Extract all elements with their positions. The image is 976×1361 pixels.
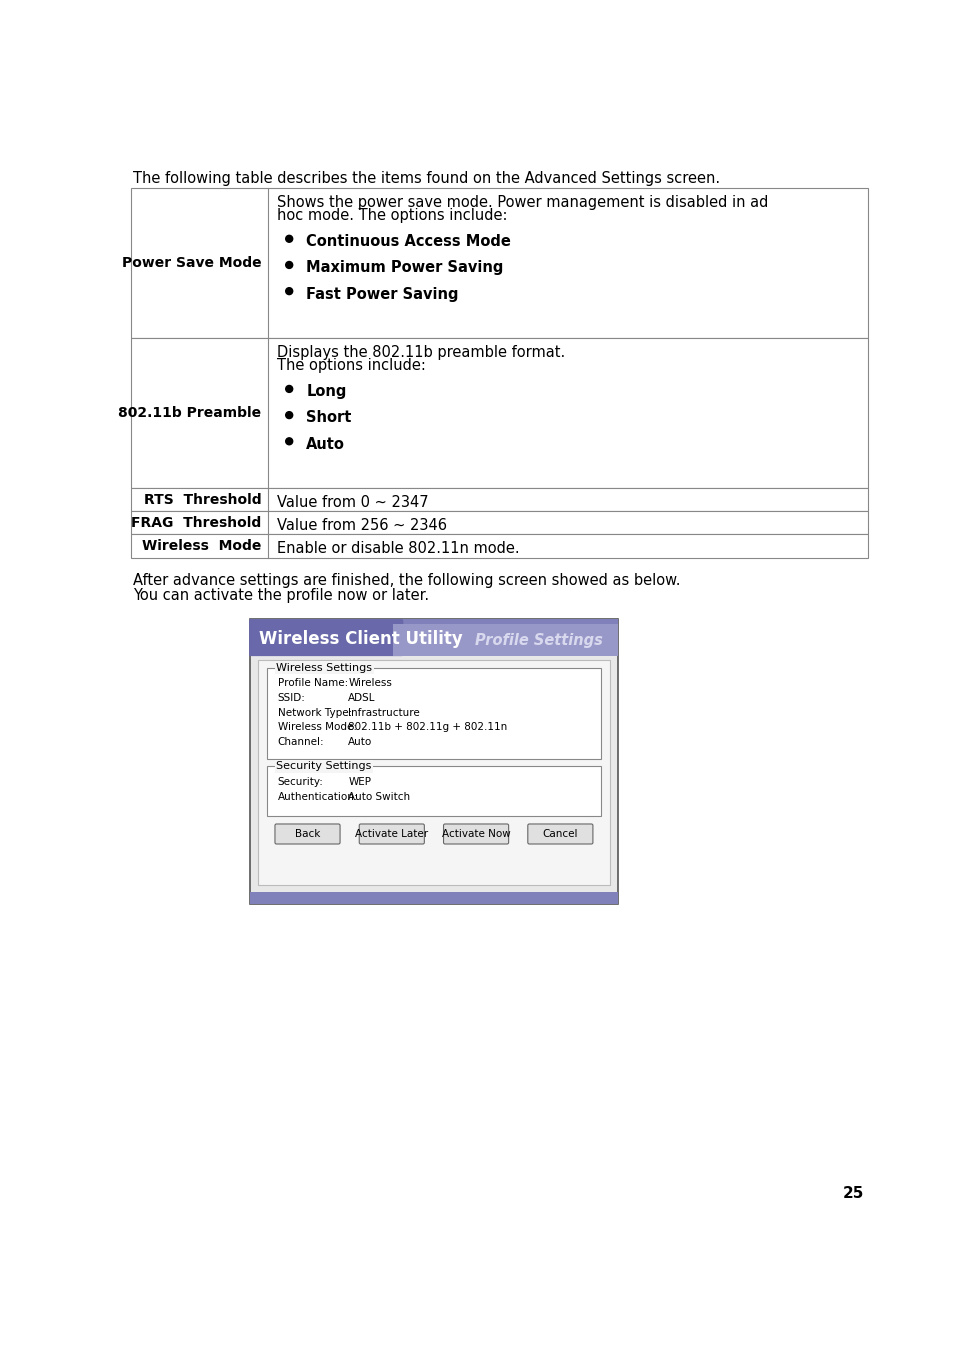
Bar [393, 623, 618, 656]
Circle shape [286, 287, 293, 294]
Bar [250, 619, 618, 904]
Text: Displays the 802.11b preamble format.: Displays the 802.11b preamble format. [277, 346, 565, 361]
Circle shape [286, 438, 293, 445]
Text: hoc mode. The options include:: hoc mode. The options include: [277, 208, 508, 223]
Bar [258, 660, 610, 885]
Text: Channel:: Channel: [278, 736, 324, 747]
Bar [250, 891, 618, 904]
Text: Long: Long [306, 384, 346, 399]
Text: Wireless Settings: Wireless Settings [276, 663, 372, 672]
Text: Short: Short [306, 411, 351, 426]
Text: FRAG  Threshold: FRAG Threshold [131, 516, 262, 529]
Text: Continuous Access Mode: Continuous Access Mode [306, 234, 511, 249]
Circle shape [286, 235, 293, 242]
Bar [132, 512, 868, 535]
Text: Power Save Mode: Power Save Mode [122, 256, 262, 269]
Text: Shows the power save mode. Power management is disabled in ad: Shows the power save mode. Power managem… [277, 195, 768, 210]
Text: The options include:: The options include: [277, 358, 426, 373]
Text: 802.11b Preamble: 802.11b Preamble [118, 406, 262, 421]
Text: Value from 256 ~ 2346: Value from 256 ~ 2346 [277, 519, 447, 534]
Bar [132, 489, 868, 512]
Text: 25: 25 [843, 1187, 865, 1202]
Text: Auto: Auto [306, 437, 346, 452]
Bar [132, 188, 868, 338]
Text: 802.11b + 802.11g + 802.11n: 802.11b + 802.11g + 802.11n [348, 723, 508, 732]
Text: Infrastructure: Infrastructure [348, 708, 420, 717]
Text: Wireless: Wireless [348, 678, 392, 689]
Bar [132, 338, 868, 489]
Text: Wireless Client Utility: Wireless Client Utility [260, 630, 463, 648]
Text: Wireless Mode:: Wireless Mode: [278, 723, 357, 732]
Text: You can activate the profile now or later.: You can activate the profile now or late… [133, 588, 429, 603]
Text: Security Settings: Security Settings [276, 761, 372, 772]
Text: The following table describes the items found on the Advanced Settings screen.: The following table describes the items … [133, 171, 720, 186]
Text: Activate Now: Activate Now [442, 829, 510, 838]
Text: Auto: Auto [348, 736, 373, 747]
Text: ADSL: ADSL [348, 693, 376, 704]
Text: Activate Later: Activate Later [355, 829, 428, 838]
FancyBboxPatch shape [249, 619, 403, 656]
Text: Cancel: Cancel [543, 829, 578, 838]
FancyBboxPatch shape [528, 823, 592, 844]
Text: Profile Settings: Profile Settings [474, 633, 602, 648]
Circle shape [286, 261, 293, 268]
Text: SSID:: SSID: [278, 693, 305, 704]
Text: Auto Switch: Auto Switch [348, 792, 411, 802]
Text: Value from 0 ~ 2347: Value from 0 ~ 2347 [277, 495, 428, 510]
Circle shape [286, 385, 293, 392]
Text: Fast Power Saving: Fast Power Saving [306, 287, 459, 302]
Text: Back: Back [295, 829, 320, 838]
Text: Authentication:: Authentication: [278, 792, 358, 802]
Text: Profile Name:: Profile Name: [278, 678, 348, 689]
Text: Maximum Power Saving: Maximum Power Saving [306, 260, 504, 275]
Bar [266, 766, 601, 817]
Bar [132, 535, 868, 558]
Circle shape [286, 411, 293, 419]
Text: Security:: Security: [278, 777, 324, 787]
Text: RTS  Threshold: RTS Threshold [143, 493, 262, 506]
Text: Wireless  Mode: Wireless Mode [142, 539, 262, 553]
Text: Network Type:: Network Type: [278, 708, 352, 717]
Text: WEP: WEP [348, 777, 371, 787]
Bar [250, 619, 618, 656]
Text: After advance settings are finished, the following screen showed as below.: After advance settings are finished, the… [133, 573, 680, 588]
FancyBboxPatch shape [359, 823, 425, 844]
Text: Enable or disable 802.11n mode.: Enable or disable 802.11n mode. [277, 542, 519, 557]
Bar [266, 668, 601, 758]
FancyBboxPatch shape [275, 823, 340, 844]
FancyBboxPatch shape [443, 823, 508, 844]
